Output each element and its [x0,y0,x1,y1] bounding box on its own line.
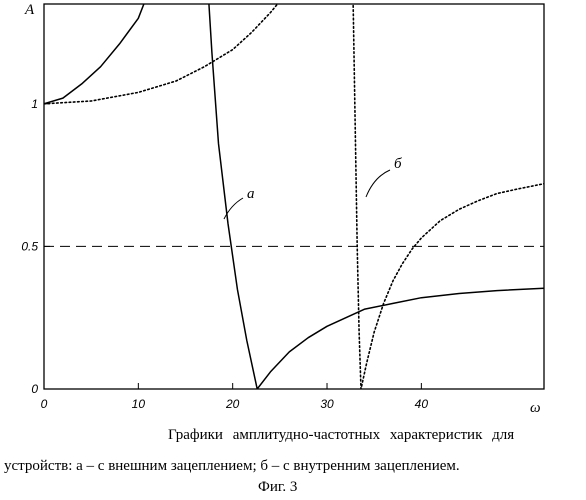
figure-number: Фиг. 3 [258,479,298,495]
x-axis-label: ω [530,400,541,416]
y-tick-label: 0 [31,382,38,396]
leader-line-a [223,197,244,220]
y-axis-label: A [24,2,35,18]
x-tick-label: 10 [132,397,146,411]
x-tick-label: 20 [225,397,240,411]
series-b-line [44,4,279,105]
plot-frame [43,3,545,390]
curve-label-b: б [394,156,402,172]
series-b-line [352,4,544,389]
curve-label-a: а [247,186,255,202]
data-series [44,4,544,389]
tick-labels: 0 10 20 30 40 0 0.5 1 [21,97,428,411]
caption-line-1: Графики амплитудно-частотных характерист… [168,427,515,443]
x-tick-label: 40 [415,397,429,411]
x-tick-label: 30 [320,397,334,411]
series-a-line [44,4,145,105]
y-tick-label: 1 [31,97,38,111]
y-tick-label: 0.5 [21,239,38,253]
caption-line-2: устройств: а – с внешним зацеплением; б … [4,458,460,474]
series-a-line [208,4,544,389]
leader-line-b [365,169,391,198]
x-tick-label: 0 [41,397,48,411]
